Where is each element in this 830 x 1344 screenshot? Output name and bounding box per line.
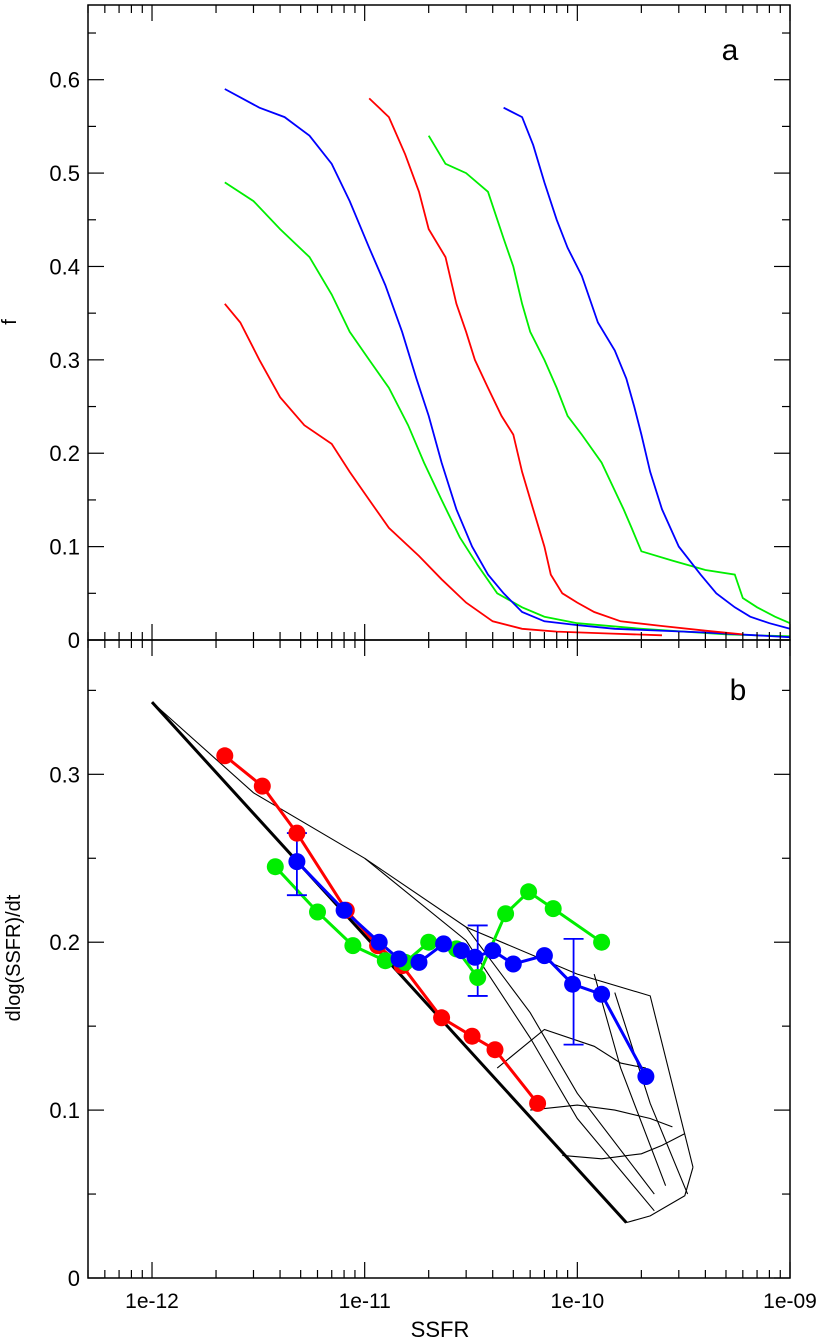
- y-tick-label: 0.3: [49, 348, 80, 373]
- series-line: [274, 865, 603, 981]
- panel-a-ylabel: f: [0, 319, 21, 325]
- data-point: [420, 933, 438, 951]
- series-line: [224, 88, 791, 639]
- data-point: [216, 747, 234, 765]
- data-point: [484, 942, 502, 960]
- data-point: [433, 1009, 451, 1027]
- y-tick-label: 0.6: [49, 68, 80, 93]
- data-point: [435, 935, 453, 953]
- data-point: [497, 905, 515, 923]
- panel-b-frame: [87, 639, 791, 1279]
- series-line: [503, 106, 791, 630]
- model-grid-line: [151, 701, 694, 1168]
- data-point: [390, 950, 408, 968]
- y-tick-label: 0: [68, 1266, 80, 1291]
- data-point: [564, 975, 582, 993]
- data-point: [529, 1094, 547, 1112]
- y-tick-label: 0.1: [49, 1098, 80, 1123]
- y-tick-label: 0.2: [49, 441, 80, 466]
- y-tick-label: 0.1: [49, 535, 80, 560]
- series-line: [368, 97, 743, 636]
- x-tick-label: 1e-12: [125, 1290, 179, 1313]
- y-tick-label: 0: [68, 628, 80, 653]
- data-point: [344, 937, 362, 955]
- x-tick-label: 1e-09: [763, 1290, 817, 1313]
- x-tick-label: 1e-11: [339, 1290, 391, 1313]
- panel-a: 0 0.1 0.2 0.3 0.4 0.5 0.6 a f: [0, 4, 791, 653]
- panel-a-frame: [87, 4, 791, 641]
- data-point: [463, 1027, 481, 1045]
- panel-b-label: b: [730, 674, 747, 707]
- y-tick-label: 0.4: [49, 254, 80, 279]
- data-point: [309, 903, 326, 921]
- model-grid-line: [465, 926, 655, 1195]
- data-point: [288, 824, 306, 842]
- panel-a-label: a: [722, 34, 739, 67]
- series-line: [427, 135, 791, 625]
- series-line: [224, 181, 791, 638]
- data-point: [637, 1068, 655, 1085]
- data-point: [288, 853, 306, 871]
- model-grid-line: [593, 973, 667, 1186]
- data-point: [410, 953, 428, 971]
- data-point: [593, 985, 611, 1003]
- data-point: [253, 777, 271, 795]
- model-grid-line: [562, 1133, 686, 1160]
- y-tick-label: 0.3: [49, 762, 80, 787]
- data-point: [535, 947, 553, 965]
- data-point: [593, 933, 611, 951]
- x-tick-label: 1e-10: [550, 1290, 604, 1313]
- data-point: [544, 900, 562, 918]
- data-point: [370, 933, 388, 951]
- data-point: [376, 952, 394, 970]
- y-tick-label: 0.2: [49, 930, 80, 955]
- panel-b-ylabel: dlog(SSFR)/dt: [3, 894, 25, 1021]
- data-point: [266, 858, 284, 876]
- panel-b: 1e-12 1e-11 1e-10 1e-09 0 0.1 0.2 0.3 b dlog(SS…: [3, 639, 817, 1342]
- model-grid-line: [496, 1028, 647, 1069]
- series-line: [224, 303, 663, 637]
- data-point: [452, 942, 470, 960]
- model-grid-line: [626, 1167, 694, 1224]
- data-point: [469, 969, 487, 986]
- model-grid-line: [614, 992, 689, 1195]
- model-grid-line: [364, 857, 655, 1212]
- data-point: [520, 883, 538, 901]
- model-grid-line: [530, 1104, 673, 1128]
- data-point: [335, 901, 353, 919]
- y-tick-label: 0.5: [49, 161, 80, 186]
- data-point: [504, 955, 522, 973]
- panel-b-xlabel: SSFR: [411, 1317, 470, 1342]
- data-point: [466, 948, 484, 966]
- data-point: [486, 1041, 504, 1059]
